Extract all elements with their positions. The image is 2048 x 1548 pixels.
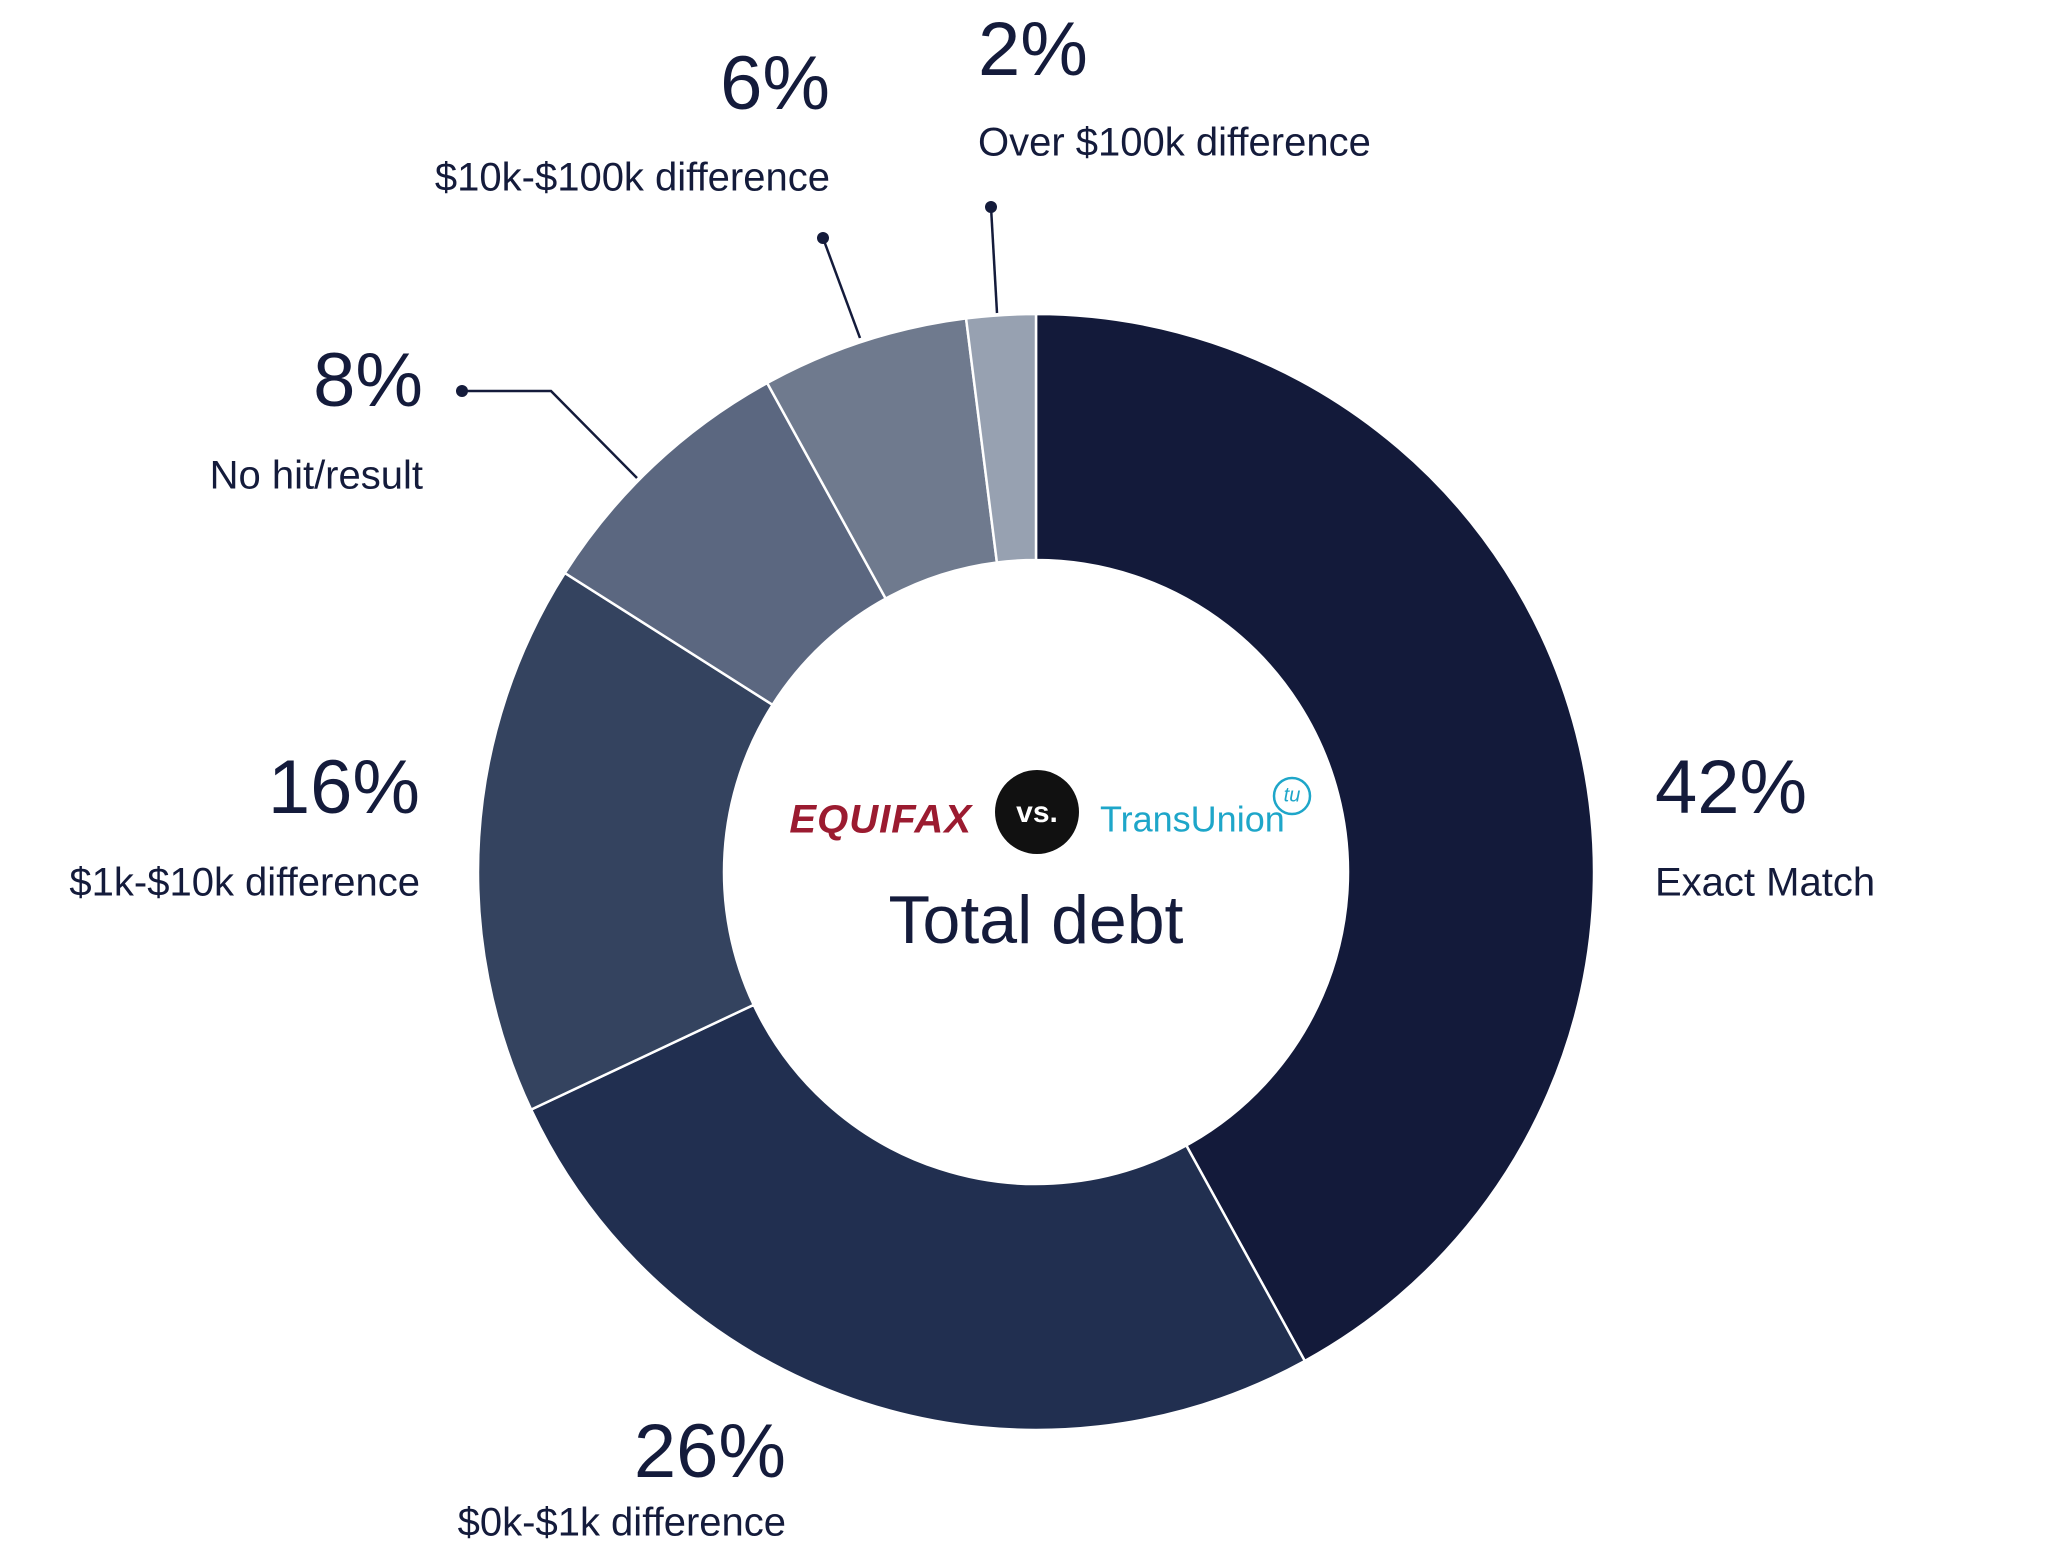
equifax-logo: EQUIFAX [789,798,973,842]
category-label: No hit/result [210,454,423,498]
category-label: $1k-$10k difference [69,861,420,905]
leader-dot [817,232,829,244]
leader-line [989,206,999,314]
center-label: Total debt [889,882,1184,958]
category-label: $10k-$100k difference [435,156,830,200]
leader-line [821,237,862,339]
value-label: 26% [634,1409,786,1494]
vs-text: vs. [1016,796,1058,829]
leader-line [462,389,638,479]
donut [476,312,1596,1432]
donut-slice [1034,312,1596,1363]
value-label: 6% [720,41,830,126]
transunion-logo: TransUnion [1100,799,1285,840]
value-label: 42% [1655,745,1807,830]
tu-badge [1272,776,1312,816]
leader-dot [985,201,997,213]
value-label: 2% [978,7,1088,92]
donut-slice [476,571,775,1112]
value-label: 16% [268,745,420,830]
category-label: Exact Match [1655,861,1875,905]
category-label: Over $100k difference [978,121,1371,165]
tu-text: tu [1284,784,1301,806]
donut-slice [529,1003,1307,1432]
category-label: $0k-$1k difference [458,1501,786,1545]
vs-badge [995,770,1079,854]
donut-slice [964,312,1038,564]
value-label: 8% [313,338,423,423]
leader-dot [456,385,468,397]
